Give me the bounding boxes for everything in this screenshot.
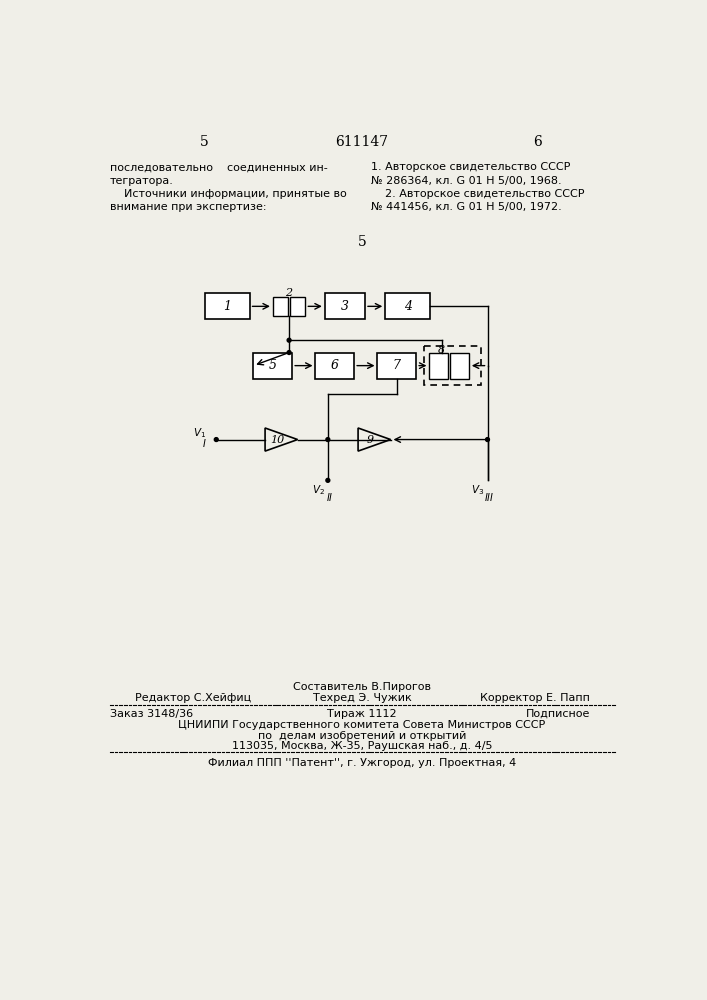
Text: $V_2$: $V_2$ <box>312 483 325 497</box>
Text: 1. Авторское свидетельство СССР
№ 286364, кл. G 01 H 5/00, 1968.
    2. Авторско: 1. Авторское свидетельство СССР № 286364… <box>371 162 585 212</box>
Text: 7: 7 <box>393 359 401 372</box>
Text: 5: 5 <box>200 135 209 149</box>
Bar <box>424 346 481 385</box>
Text: Подписное: Подписное <box>525 709 590 719</box>
Text: последовательно    соединенных ин-
тегратора.
    Источники информации, принятые: последовательно соединенных ин- тегратор… <box>110 162 347 212</box>
Text: 6: 6 <box>534 135 542 149</box>
Text: $III$: $III$ <box>484 491 494 503</box>
Text: 2: 2 <box>286 288 293 298</box>
Text: $II$: $II$ <box>326 491 333 503</box>
Text: 10: 10 <box>270 435 285 445</box>
Text: 113035, Москва, Ж-35, Раушская наб., д. 4/5: 113035, Москва, Ж-35, Раушская наб., д. … <box>232 741 492 751</box>
Text: $V_1$: $V_1$ <box>193 426 206 440</box>
Text: 5: 5 <box>269 359 277 372</box>
Bar <box>253 353 292 379</box>
Bar <box>429 353 448 379</box>
Text: 8: 8 <box>438 345 445 355</box>
Text: ЦНИИПИ Государственного комитета Совета Министров СССР: ЦНИИПИ Государственного комитета Совета … <box>178 720 546 730</box>
Circle shape <box>326 438 329 441</box>
Circle shape <box>326 478 329 482</box>
Text: 3: 3 <box>341 300 349 313</box>
Text: 6: 6 <box>331 359 339 372</box>
Bar <box>378 353 416 379</box>
Text: $I$: $I$ <box>201 437 206 449</box>
Bar <box>204 293 250 319</box>
Circle shape <box>287 351 291 354</box>
Text: 4: 4 <box>404 300 411 313</box>
Text: Заказ 3148/36: Заказ 3148/36 <box>110 709 193 719</box>
Text: Тираж 1112: Тираж 1112 <box>327 709 397 719</box>
Text: 611147: 611147 <box>335 135 389 149</box>
Text: Редактор С.Хейфиц: Редактор С.Хейфиц <box>135 693 251 703</box>
Bar <box>315 353 354 379</box>
Bar <box>325 293 365 319</box>
Bar <box>290 297 305 316</box>
Text: $V_3$: $V_3$ <box>472 483 484 497</box>
Circle shape <box>486 438 489 441</box>
Text: Составитель В.Пирогов: Составитель В.Пирогов <box>293 682 431 692</box>
Text: 1: 1 <box>223 300 231 313</box>
Text: Корректор Е. Папп: Корректор Е. Папп <box>480 693 590 703</box>
Circle shape <box>287 338 291 342</box>
Text: Техред Э. Чужик: Техред Э. Чужик <box>312 693 411 703</box>
Text: Филиал ППП ''Патент'', г. Ужгород, ул. Проектная, 4: Филиал ППП ''Патент'', г. Ужгород, ул. П… <box>208 758 516 768</box>
Text: 9: 9 <box>367 435 374 445</box>
Circle shape <box>214 438 218 441</box>
Bar <box>450 353 469 379</box>
Text: 5: 5 <box>358 235 366 249</box>
Bar <box>385 293 430 319</box>
Text: по  делам изобретений и открытий: по делам изобретений и открытий <box>258 731 466 741</box>
Bar <box>273 297 288 316</box>
